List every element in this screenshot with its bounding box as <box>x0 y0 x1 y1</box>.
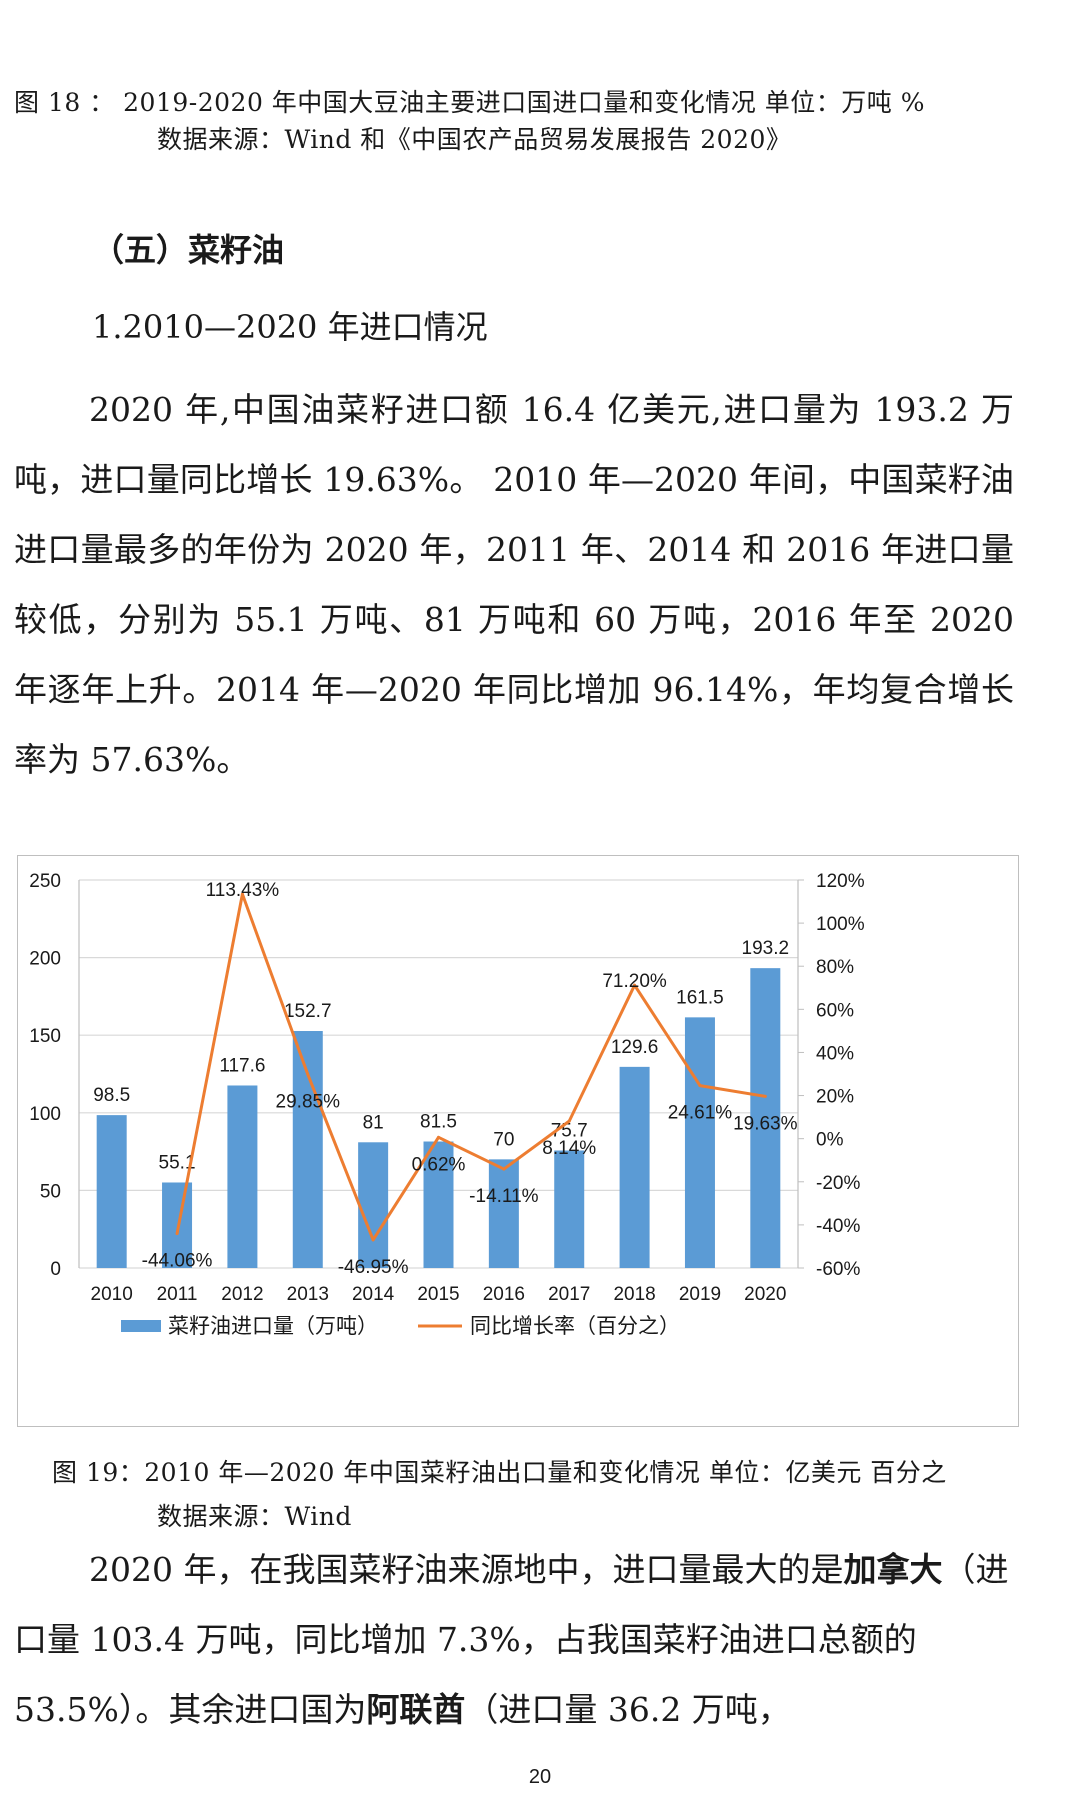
right-axis-tick-label: -20% <box>816 1173 860 1194</box>
paragraph-sources-part1: 2020 年，在我国菜籽油来源地中，进口量最大的是 <box>89 1550 844 1589</box>
country-uae: 阿联酋 <box>366 1690 466 1729</box>
bar-data-label: 75.7 <box>551 1121 588 1142</box>
line-data-label: 8.14% <box>542 1138 596 1159</box>
bar-data-label: 129.6 <box>611 1037 659 1058</box>
paragraph-sources-part3: （进口量 36.2 万吨， <box>465 1690 791 1729</box>
right-axis-tick-label: 120% <box>816 871 865 892</box>
import-chart: 0 50 100 150 200 250 -60% -40% -20% 0% 20% 40% 60% 80… <box>17 855 1019 1427</box>
growth-rate-point-2019 <box>698 1084 702 1088</box>
growth-rate-point-2013 <box>306 1072 310 1076</box>
legend-label-line: 同比增长率（百分之） <box>470 1315 680 1338</box>
x-tick-label: 2013 <box>287 1284 329 1305</box>
legend-label-bars: 菜籽油进口量（万吨） <box>168 1315 378 1338</box>
bar-data-label: 193.2 <box>742 938 790 959</box>
growth-rate-point-2017 <box>567 1119 571 1123</box>
growth-rate-point-2018 <box>633 983 637 987</box>
left-axis-tick-label: 100 <box>29 1104 61 1125</box>
left-axis-tick-label: 200 <box>29 949 61 970</box>
bar-data-label: 117.6 <box>219 1055 265 1076</box>
line-data-label: 71.20% <box>602 971 667 992</box>
figure19-source: 数据来源：Wind <box>157 1502 352 1531</box>
growth-rate-point-2016 <box>502 1167 506 1171</box>
x-tick-label: 2016 <box>483 1284 525 1305</box>
left-axis-tick-label: 150 <box>29 1026 61 1047</box>
line-data-label: 24.61% <box>668 1103 733 1124</box>
growth-rate-line <box>175 892 766 1242</box>
figure18-caption: 图 18 ： 2019-2020 年中国大豆油主要进口国进口量和变化情况 单位：… <box>14 88 925 117</box>
growth-rate-point-2015 <box>437 1135 440 1139</box>
right-axis-tick-label: 40% <box>816 1043 854 1064</box>
x-tick-label: 2011 <box>157 1284 198 1305</box>
line-data-label: 29.85% <box>276 1091 341 1112</box>
bar-2012 <box>227 1085 258 1268</box>
x-tick-label: 2010 <box>91 1284 133 1305</box>
bar-2019 <box>684 1017 715 1268</box>
x-tick-label: 2017 <box>548 1284 590 1305</box>
line-data-label: -44.06% <box>142 1251 213 1272</box>
left-axis-tick-label: 250 <box>29 871 61 892</box>
x-tick-label: 2012 <box>221 1284 263 1305</box>
growth-rate-point-2012 <box>240 892 244 896</box>
growth-rate-point-2020 <box>763 1094 767 1098</box>
bar-2013 <box>292 1031 323 1268</box>
right-axis-tick-label: -40% <box>816 1216 860 1237</box>
x-tick-label: 2014 <box>352 1284 395 1305</box>
x-tick-label: 2018 <box>613 1284 655 1305</box>
bar-2016 <box>488 1159 519 1268</box>
bar-data-label: 152.7 <box>284 1001 332 1022</box>
paragraph-sources-part2: （进口量 103.4 万吨，同比增加 7.3%，占我国菜籽油进口总额的 53.5… <box>14 1550 1009 1729</box>
right-axis-tick-label: -60% <box>816 1259 860 1280</box>
bar-data-label: 81.5 <box>420 1112 457 1133</box>
bar-data-label: 55.1 <box>159 1152 196 1173</box>
paragraph-sources: 2020 年，在我国菜籽油来源地中，进口量最大的是加拿大（进口量 103.4 万… <box>14 1535 1014 1745</box>
left-axis-tick-label: 50 <box>40 1181 61 1202</box>
left-axis-tick-label: 0 <box>50 1259 61 1280</box>
growth-rate-point-2011 <box>175 1232 179 1236</box>
line-data-label: 0.62% <box>412 1154 466 1175</box>
right-axis-tick-label: 100% <box>816 914 865 935</box>
bar-2011 <box>162 1182 193 1268</box>
x-tick-label: 2015 <box>417 1284 459 1305</box>
bar-data-label: 98.5 <box>93 1085 130 1106</box>
legend-swatch-bars <box>121 1320 161 1332</box>
bar-2018 <box>619 1066 650 1268</box>
bar-2015 <box>423 1141 454 1268</box>
line-data-label: 113.43% <box>206 880 280 901</box>
line-data-label: 19.63% <box>733 1113 798 1134</box>
figure18-source: 数据来源：Wind 和《中国农产品贸易发展报告 2020》 <box>157 125 792 154</box>
paragraph-import-summary: 2020 年,中国油菜籽进口额 16.4 亿美元,进口量为 193.2 万吨，进… <box>14 390 1014 779</box>
bar-2020 <box>750 968 781 1268</box>
right-axis-tick-label: 20% <box>816 1087 854 1108</box>
chart-canvas: 0 50 100 150 200 250 -60% -40% -20% 0% 20% 40% 60% 80… <box>29 871 865 1338</box>
line-data-label: -14.11% <box>469 1186 538 1207</box>
section-heading: （五）菜籽油 <box>92 231 285 269</box>
country-canada: 加拿大 <box>843 1550 943 1589</box>
section-subheading: 1.2010—2020 年进口情况 <box>92 308 488 346</box>
bar-2014 <box>358 1142 389 1268</box>
growth-rate-point-2014 <box>371 1238 375 1242</box>
x-tick-label: 2019 <box>679 1284 721 1305</box>
bar-data-label: 70 <box>493 1129 514 1150</box>
bar-data-label: 81 <box>363 1112 384 1133</box>
right-axis-tick-label: 0% <box>816 1130 844 1151</box>
bar-2017 <box>554 1150 585 1268</box>
right-axis-tick-label: 80% <box>816 957 854 978</box>
x-tick-label: 2020 <box>744 1284 786 1305</box>
page-number: 20 <box>528 1766 552 1788</box>
line-data-label: -46.95% <box>338 1257 409 1278</box>
right-axis-tick-label: 60% <box>816 1000 854 1021</box>
bar-data-label: 161.5 <box>676 987 724 1008</box>
bar-2010 <box>96 1115 127 1268</box>
figure19-caption: 图 19：2010 年—2020 年中国菜籽油出口量和变化情况 单位：亿美元 百… <box>52 1458 947 1487</box>
